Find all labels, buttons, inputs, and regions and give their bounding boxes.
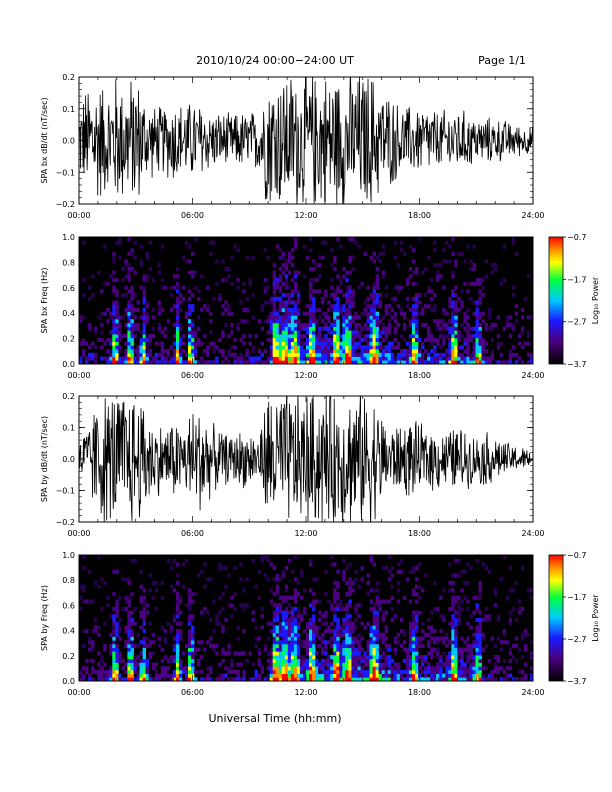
colorbar-tick-label: −2.7 (567, 318, 586, 327)
x-axis-label: Universal Time (hh:mm) (209, 712, 342, 725)
colorbar-tick-label: −1.7 (567, 593, 586, 602)
x-tick-label: 00:00 (67, 529, 90, 538)
y-tick-label: 0.0 (62, 677, 75, 686)
y-tick-label: −0.1 (56, 487, 75, 496)
colorbar-tick-label: −2.7 (567, 635, 586, 644)
y-tick-label: 0.2 (62, 335, 75, 344)
y-tick-label: 0.0 (62, 455, 75, 464)
panel-3: 0.2 0.1 0.0 −0.1 −0.2 00:00 06:00 12:00 18:00 24:… (40, 392, 545, 538)
y-tick-label: 0.2 (62, 392, 75, 401)
y-tick-label: 0.2 (62, 652, 75, 661)
spectrogram-cells (79, 237, 533, 364)
panel-plot-area (79, 396, 533, 522)
x-tick-label: 00:00 (67, 371, 90, 380)
x-tick-label: 18:00 (408, 211, 431, 220)
colorbar-label: Log₁₀ Power (591, 594, 600, 642)
y-axis-label: SPA bx dB/dt (nT/sec) (40, 97, 49, 183)
y-axis-label: SPA by Freq (Hz) (40, 585, 49, 651)
y-tick-label: 0.2 (62, 73, 75, 82)
y-tick-label: 1.0 (62, 551, 75, 560)
y-axis-label: SPA bx Freq (Hz) (40, 268, 49, 334)
y-tick-label: 0.0 (62, 137, 75, 146)
x-tick-label: 18:00 (408, 371, 431, 380)
x-tick-label: 06:00 (181, 688, 204, 697)
panel-1: 0.2 0.1 0.0 −0.1 −0.2 00:00 06:00 12:00 18:00 24:… (40, 73, 545, 220)
y-tick-label: 0.6 (62, 284, 75, 293)
y-tick-label: 0.1 (62, 424, 75, 433)
colorbar (548, 236, 564, 365)
x-tick-label: 12:00 (294, 688, 317, 697)
x-tick-label: 00:00 (67, 211, 90, 220)
waveform-trace (79, 396, 533, 522)
y-axis-label: SPA by dB/dt (nT/sec) (40, 416, 49, 502)
y-tick-label: −0.2 (56, 200, 75, 209)
colorbar-tick-label: −1.7 (567, 275, 586, 284)
x-tick-label: 24:00 (521, 211, 544, 220)
y-tick-label: 0.6 (62, 601, 75, 610)
y-tick-label: −0.2 (56, 518, 75, 527)
x-tick-label: 24:00 (521, 688, 544, 697)
figure-title: 2010/10/24 00:00−24:00 UT (196, 54, 354, 67)
x-tick-label: 12:00 (294, 211, 317, 220)
x-tick-label: 18:00 (408, 529, 431, 538)
x-tick-label: 18:00 (408, 688, 431, 697)
y-tick-label: 0.4 (62, 309, 75, 318)
y-tick-label: 0.4 (62, 627, 75, 636)
x-tick-label: 06:00 (181, 371, 204, 380)
x-tick-label: 06:00 (181, 529, 204, 538)
y-tick-label: 0.8 (62, 576, 75, 585)
spectrogram-cells (79, 555, 533, 681)
x-tick-label: 24:00 (521, 371, 544, 380)
x-tick-label: 06:00 (181, 211, 204, 220)
y-tick-label: 0.8 (62, 258, 75, 267)
colorbar-label: Log₁₀ Power (591, 276, 600, 324)
page-indicator: Page 1/1 (478, 54, 526, 67)
y-tick-label: 0.1 (62, 105, 75, 114)
colorbar (548, 554, 564, 682)
colorbar-tick-label: −3.7 (567, 677, 586, 686)
y-tick-label: −0.1 (56, 168, 75, 177)
x-tick-label: 00:00 (67, 688, 90, 697)
x-tick-label: 12:00 (294, 529, 317, 538)
panel-2: −0.7 −1.7 −2.7 −3.7 Log₁₀ Power 1.0 0.8 0.6 0.4 0… (40, 233, 600, 380)
panel-plot-area (79, 77, 533, 204)
y-tick-label: 1.0 (62, 233, 75, 242)
colorbar-tick-label: −3.7 (567, 360, 586, 369)
panel-plot-area (79, 555, 533, 681)
y-tick-label: 0.0 (62, 360, 75, 369)
panel-plot-area (79, 237, 533, 364)
colorbar-tick-label: −0.7 (567, 233, 586, 242)
panel-4: −0.7 −1.7 −2.7 −3.7 Log₁₀ Power 1.0 0.8 0.6 0.4 0… (40, 551, 600, 697)
x-tick-label: 24:00 (521, 529, 544, 538)
waveform-trace (79, 77, 533, 204)
x-tick-label: 12:00 (294, 371, 317, 380)
colorbar-tick-label: −0.7 (567, 551, 586, 560)
